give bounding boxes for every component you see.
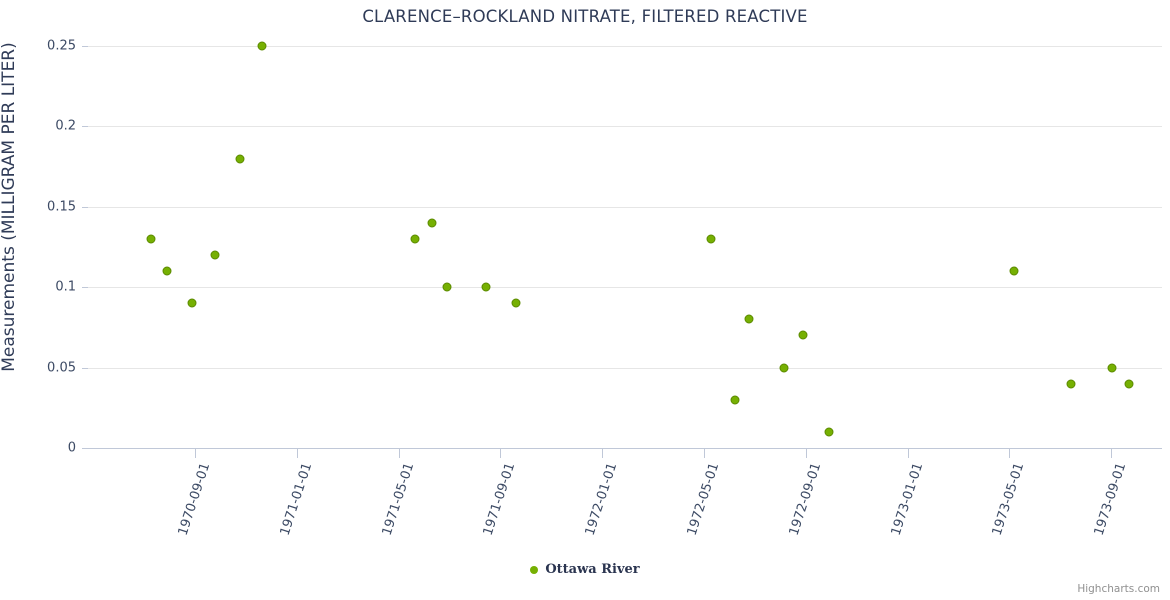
x-axis-line — [88, 448, 1162, 449]
data-point[interactable] — [187, 298, 197, 308]
data-point[interactable] — [210, 250, 220, 260]
data-point[interactable] — [427, 218, 437, 228]
y-axis-title: Measurements (MILLIGRAM PER LITER) — [0, 42, 19, 372]
data-point[interactable] — [1107, 363, 1117, 373]
x-axis-tick-mark — [500, 449, 502, 458]
data-point[interactable] — [481, 282, 491, 292]
x-axis-tick-mark — [195, 449, 196, 458]
x-axis-tick-mark — [296, 449, 298, 458]
legend-item-label: Ottawa River — [545, 562, 640, 577]
data-point[interactable] — [146, 234, 156, 244]
y-axis-tick-mark — [82, 46, 88, 47]
data-point[interactable] — [235, 154, 245, 164]
data-point[interactable] — [442, 282, 452, 292]
data-point[interactable] — [257, 41, 267, 51]
x-axis-tick-mark — [1009, 449, 1011, 458]
data-point[interactable] — [1009, 266, 1019, 276]
gridline — [88, 287, 1162, 289]
data-point[interactable] — [162, 266, 172, 276]
data-point[interactable] — [824, 427, 834, 437]
gridline — [88, 126, 1162, 128]
x-axis-tick-mark — [907, 449, 909, 458]
x-axis-tick-mark — [704, 449, 705, 458]
data-point[interactable] — [779, 363, 788, 373]
data-point[interactable] — [511, 298, 521, 308]
chart-legend: Ottawa River — [0, 562, 1170, 577]
y-axis-tick-mark — [82, 206, 88, 208]
y-axis-tick-mark — [82, 287, 88, 289]
y-axis-tick-mark — [82, 367, 88, 369]
y-axis-tick-label: 0 — [67, 440, 76, 456]
plot-area — [88, 41, 1162, 448]
x-axis-tick-mark — [805, 449, 807, 458]
y-axis-tick-label: 0.15 — [47, 199, 76, 215]
y-axis-tick-label: 0.05 — [47, 360, 76, 376]
data-point[interactable] — [730, 395, 740, 405]
y-axis-tick-label: 0.1 — [55, 279, 76, 295]
gridline — [88, 206, 1162, 208]
data-point[interactable] — [1124, 379, 1134, 389]
chart-title: CLARENCE–ROCKLAND NITRATE, FILTERED REAC… — [362, 7, 808, 26]
x-axis-tick-mark — [1111, 449, 1113, 458]
gridline — [88, 46, 1162, 47]
highcharts-credit-link[interactable]: Highcharts.com — [1077, 583, 1160, 595]
data-point[interactable] — [1066, 379, 1076, 389]
legend-item[interactable]: Ottawa River — [530, 562, 640, 577]
y-axis-tick-mark — [82, 126, 88, 128]
y-axis-tick-mark — [82, 448, 88, 449]
data-point[interactable] — [706, 234, 716, 244]
y-axis-tick-label: 0.2 — [55, 118, 76, 134]
data-point[interactable] — [410, 234, 420, 244]
gridline — [88, 367, 1162, 369]
x-axis-tick-mark — [602, 449, 604, 458]
data-point[interactable] — [744, 314, 754, 324]
y-axis-tick-label: 0.25 — [47, 38, 76, 54]
x-axis-tick-mark — [398, 449, 400, 458]
data-point[interactable] — [798, 330, 808, 340]
legend-marker-icon — [530, 565, 539, 574]
